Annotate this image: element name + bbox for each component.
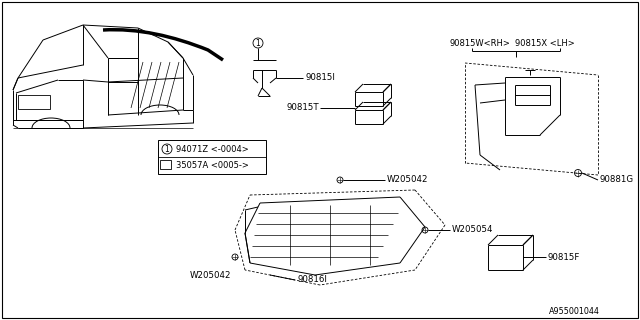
Text: 90815I: 90815I xyxy=(305,74,335,83)
Text: 90815X <LH>: 90815X <LH> xyxy=(515,38,575,47)
Bar xyxy=(18,95,50,109)
Text: A955001044: A955001044 xyxy=(549,308,600,316)
Bar xyxy=(158,140,266,174)
Text: 35057A <0005->: 35057A <0005-> xyxy=(176,161,249,170)
Text: W205054: W205054 xyxy=(452,226,493,235)
Bar xyxy=(160,160,171,169)
Text: 90815T: 90815T xyxy=(286,103,319,113)
Text: 90815W<RH>: 90815W<RH> xyxy=(450,38,511,47)
Text: W205042: W205042 xyxy=(189,270,231,279)
Text: 94071Z <-0004>: 94071Z <-0004> xyxy=(176,145,249,154)
Text: 90881G: 90881G xyxy=(600,175,634,185)
Text: 1: 1 xyxy=(164,145,170,154)
Text: 90816I: 90816I xyxy=(297,276,327,284)
Text: W205042: W205042 xyxy=(387,175,429,185)
Text: 90815F: 90815F xyxy=(548,252,580,261)
Text: 1: 1 xyxy=(255,38,260,47)
